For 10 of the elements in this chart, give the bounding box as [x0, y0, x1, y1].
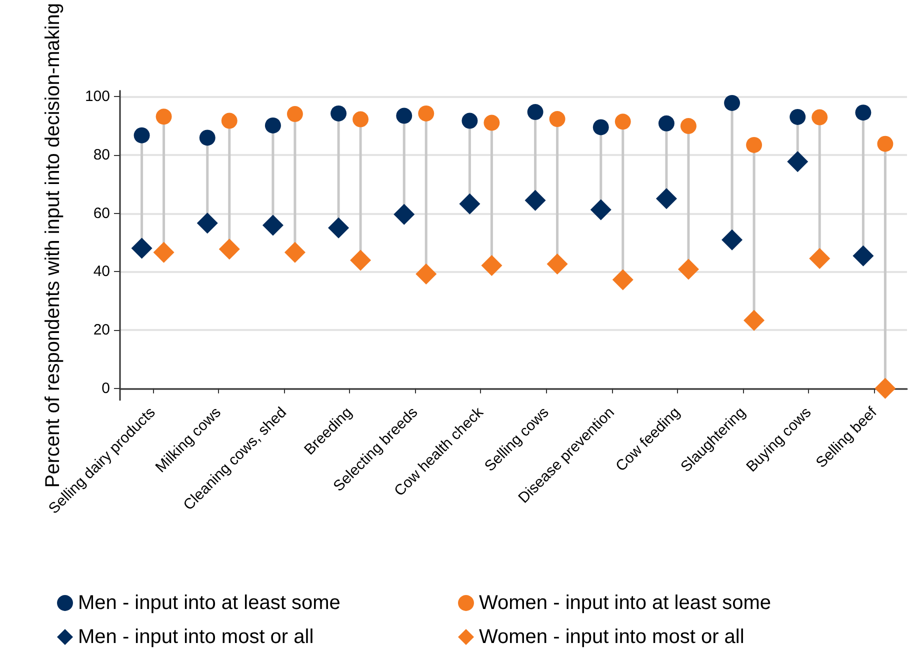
legend-label: Men - input into most or all [78, 626, 314, 648]
y-tick-label: 100 [84, 88, 110, 106]
legend-label: Women - input into at least some [479, 592, 771, 614]
y-tick-label: 0 [102, 380, 110, 397]
y-tick-label: 80 [93, 146, 110, 164]
y-tick-label: 40 [93, 263, 110, 280]
y-tick-label: 60 [93, 204, 110, 222]
y-tick-label: 20 [93, 321, 110, 338]
legend-label: Women - input into most or all [479, 626, 744, 648]
legend-label: Men - input into at least some [78, 592, 340, 614]
